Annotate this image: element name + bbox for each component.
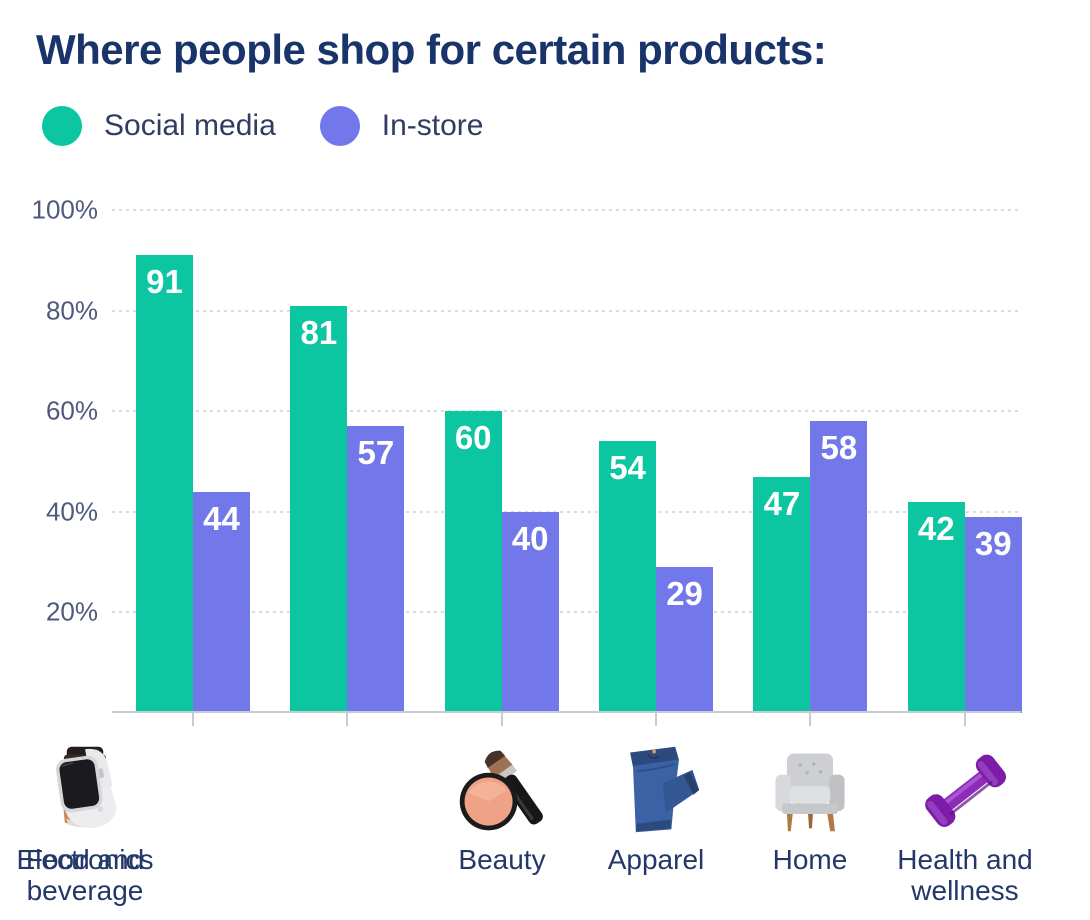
y-axis-tick-label: 100% — [31, 194, 99, 225]
y-axis-tick-label: 20% — [45, 596, 98, 627]
dumbbell-icon — [925, 754, 1007, 827]
bar-value-label: 42 — [917, 509, 955, 547]
plot-area: 100% 80% 60% 40% 20% 91 44 81 57 60 40 54 29 47 58 42 39 — [32, 195, 1022, 726]
gridline-20 — [112, 611, 1021, 614]
bar-social-media-home: 60 — [444, 411, 502, 713]
folded-jeans-icon — [630, 746, 700, 833]
bar-value-label: 47 — [763, 484, 801, 522]
category-label: Electronics — [16, 844, 154, 875]
bar-social-media-health-and-wellness: 54 — [599, 441, 657, 713]
bar-in-store-home: 40 — [501, 511, 559, 713]
chart-title: Where people shop for certain products: — [36, 26, 827, 73]
bar-value-label: 29 — [666, 575, 703, 613]
legend-dot-icon — [319, 106, 360, 146]
category-label: Food and beverage — [25, 844, 145, 907]
bar-value-label: 58 — [820, 429, 858, 467]
category-apparel: Apparel — [571, 742, 741, 875]
x-axis-tick — [346, 713, 349, 726]
bar-in-store-beauty: 44 — [193, 491, 250, 713]
blush-compact-and-brush-icon — [459, 750, 543, 831]
bar-social-media-beauty: 91 — [136, 255, 193, 713]
gridline-60 — [112, 410, 1021, 413]
bar-social-media-apparel: 81 — [290, 305, 348, 713]
bar-social-media-food-and-beverage: 47 — [753, 476, 811, 713]
x-axis-tick — [809, 713, 812, 726]
category-label: Home — [772, 844, 848, 875]
legend-item-0: Social media — [42, 106, 276, 146]
category-electronics: Electronics — [0, 742, 170, 875]
legend: Social media In-store — [42, 106, 483, 146]
gridline-80 — [112, 309, 1021, 312]
bar-value-label: 81 — [300, 313, 338, 351]
legend-label: In-store — [381, 109, 484, 142]
armchair-icon — [775, 753, 845, 832]
category-beauty: Beauty — [417, 742, 587, 875]
category-label: Apparel — [607, 844, 705, 875]
bar-in-store-electronics: 39 — [964, 516, 1022, 713]
legend-dot-icon — [42, 106, 82, 146]
y-axis-tick-label: 60% — [45, 395, 98, 426]
bar-social-media-electronics: 42 — [907, 501, 965, 713]
bar-value-label: 91 — [146, 263, 183, 301]
bar-in-store-food-and-beverage: 58 — [810, 421, 868, 713]
bar-value-label: 44 — [203, 499, 240, 537]
category-home: Home — [725, 742, 895, 875]
x-axis-tick — [500, 713, 503, 726]
x-axis-tick — [655, 713, 658, 726]
bar-value-label: 54 — [609, 449, 646, 487]
bar-in-store-apparel: 57 — [347, 426, 405, 713]
legend-label: Social media — [104, 109, 276, 142]
x-axis-tick — [192, 713, 194, 726]
gridline-100 — [112, 209, 1021, 211]
bar-value-label: 40 — [511, 519, 549, 557]
category-label: Health and wellness — [897, 844, 1033, 907]
y-axis-tick-label: 80% — [45, 295, 98, 326]
bar-in-store-health-and-wellness: 29 — [656, 567, 714, 713]
gridline-40 — [112, 510, 1021, 513]
category-label: Beauty — [458, 844, 546, 875]
legend-item-1: In-store — [319, 106, 484, 146]
smartwatch-icon — [56, 748, 117, 829]
x-axis-baseline — [112, 711, 1021, 713]
category-health-and-wellness: Health and wellness — [880, 742, 1050, 907]
bar-value-label: 60 — [454, 419, 492, 457]
bar-value-label: 39 — [974, 524, 1012, 562]
x-axis-tick — [963, 713, 966, 726]
y-axis-tick-label: 40% — [45, 496, 98, 527]
bar-value-label: 57 — [357, 434, 395, 472]
